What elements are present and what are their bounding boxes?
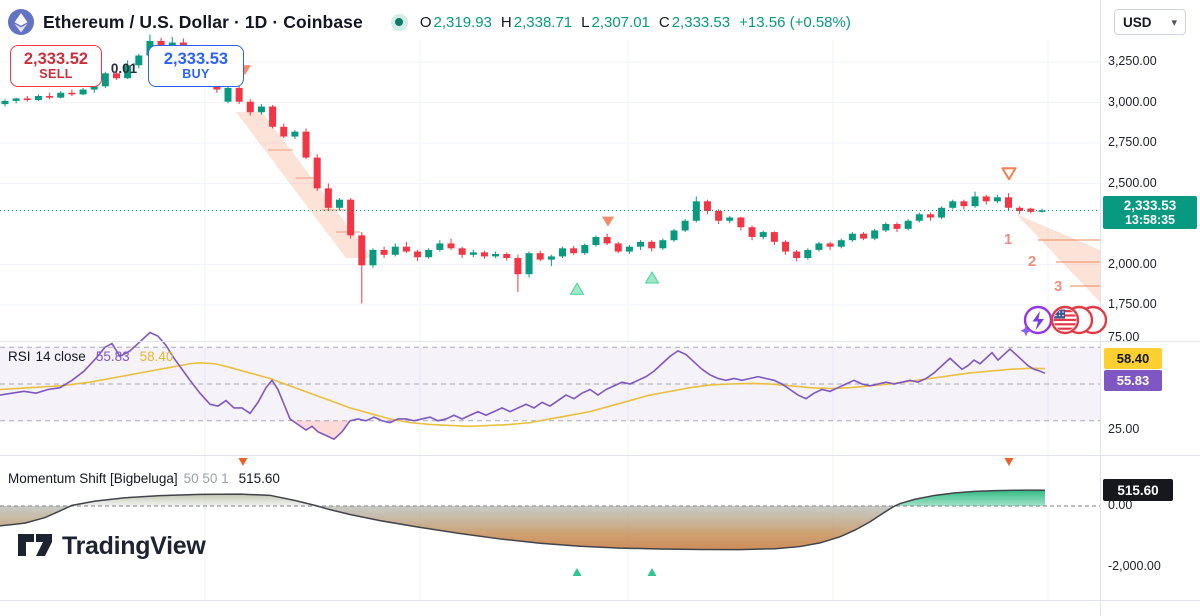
last-price-badge: 2,333.53 13:58:35 xyxy=(1103,196,1197,229)
tradingview-wordmark: TradingView xyxy=(62,531,206,560)
sell-price: 2,333.52 xyxy=(23,50,89,69)
momentum-value-text: 515.60 xyxy=(238,471,280,486)
price-axis-label: 2,000.00 xyxy=(1108,256,1157,271)
rsi-value-badge: 55.83 xyxy=(1104,370,1162,391)
price-axis-label: 2,750.00 xyxy=(1108,135,1157,149)
price-axis-label: 2,500.00 xyxy=(1108,175,1157,190)
currency-selector[interactable]: USD ▾ xyxy=(1114,9,1186,35)
momentum-value-badge: 515.60 xyxy=(1103,479,1173,501)
ethereum-icon xyxy=(8,9,34,35)
open-label: O xyxy=(419,13,432,31)
buy-button[interactable]: 2,333.53 BUY xyxy=(148,45,244,87)
momentum-axis-label: 0.00 xyxy=(1108,498,1133,512)
svg-text:3: 3 xyxy=(1054,278,1062,295)
tradingview-mark-icon xyxy=(18,534,52,556)
separator-rsi-momentum[interactable] xyxy=(0,455,1200,456)
rsi-value-text: 55.83 xyxy=(95,349,130,364)
open-value: 2,319.93 xyxy=(433,13,492,31)
rsi-axis-label: 75.00 xyxy=(1108,330,1140,344)
close-label: C xyxy=(658,13,670,31)
momentum-pane-title[interactable]: Momentum Shift [Bigbeluga] 50 50 1 515.6… xyxy=(8,471,280,486)
price-axis-label: 3,250.00 xyxy=(1108,54,1157,68)
us-flag-events-icon[interactable] xyxy=(1049,303,1115,339)
ohlc-values: O 2,319.93 H 2,338.71 L 2,307.01 C 2,333.53 … xyxy=(420,14,851,31)
rsi-axis-label: 25.00 xyxy=(1108,422,1140,436)
change-value: +13.56 (+0.58%) xyxy=(739,13,851,31)
svg-text:1: 1 xyxy=(1004,231,1012,248)
svg-text:2: 2 xyxy=(1028,253,1036,270)
spread-value: 0.01 xyxy=(110,61,138,76)
tradingview-logo[interactable]: TradingView xyxy=(16,531,206,561)
buy-price: 2,333.53 xyxy=(163,50,229,69)
momentum-axis-label: -2,000.00 xyxy=(1108,559,1161,573)
price-axis[interactable]: 3,250.00 3,000.00 2,750.00 2,500.00 2,000.00… xyxy=(1100,0,1200,616)
market-status-icon[interactable] xyxy=(390,13,408,31)
symbol-legend[interactable]: Ethereum / U.S. Dollar · 1D · Coinbase O… xyxy=(8,8,851,36)
low-value: 2,307.01 xyxy=(591,13,650,31)
separator-main-rsi[interactable] xyxy=(0,341,1200,342)
low-label: L xyxy=(581,13,590,31)
countdown-timer: 13:58:35 xyxy=(1124,213,1176,227)
chevron-down-icon: ▾ xyxy=(1171,16,1177,29)
price-axis-label: 1,750.00 xyxy=(1108,297,1157,311)
separator-momentum-timeaxis xyxy=(0,600,1200,601)
rsi-pane-title[interactable]: RSI 14 close 55.83 58.40 xyxy=(8,349,174,364)
high-value: 2,338.71 xyxy=(513,13,573,31)
rsi-ma-badge: 58.40 xyxy=(1104,348,1162,369)
symbol-title: Ethereum / U.S. Dollar · 1D · Coinbase xyxy=(43,11,363,32)
sell-button[interactable]: 2,333.52 SELL xyxy=(10,45,102,87)
close-value: 2,333.53 xyxy=(671,13,731,31)
price-axis-label: 3,000.00 xyxy=(1108,94,1157,109)
high-label: H xyxy=(500,13,512,31)
rsi-ma-value-text: 58.40 xyxy=(139,349,174,364)
